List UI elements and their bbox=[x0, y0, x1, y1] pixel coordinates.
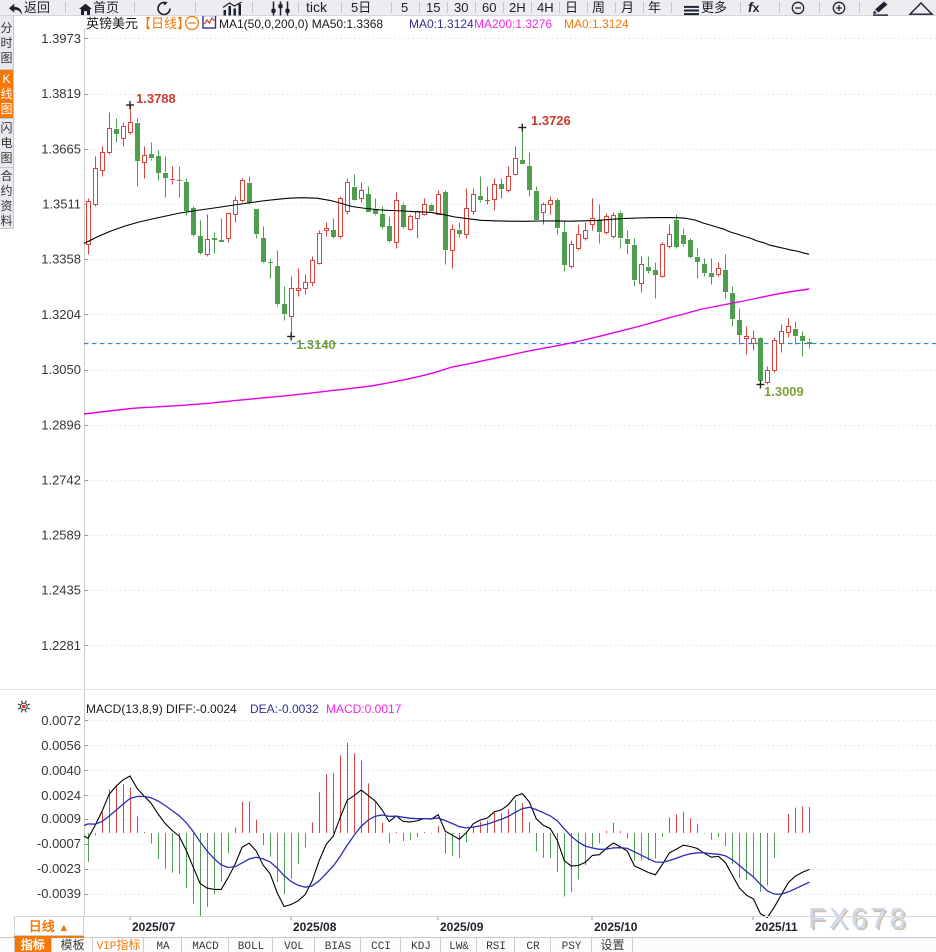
svg-text:0.0056: 0.0056 bbox=[41, 738, 81, 753]
svg-text:0.0024: 0.0024 bbox=[41, 788, 81, 803]
svg-text:1.3788: 1.3788 bbox=[136, 91, 176, 106]
svg-text:MA1(50,0,200,0) MA50:1.3368: MA1(50,0,200,0) MA50:1.3368 bbox=[219, 17, 383, 31]
svg-text:FX678: FX678 bbox=[808, 903, 908, 935]
svg-text:【日线】: 【日线】 bbox=[138, 16, 190, 31]
svg-text:1.3204: 1.3204 bbox=[41, 307, 81, 322]
svg-text:1.3726: 1.3726 bbox=[531, 113, 571, 128]
svg-text:-0.0007: -0.0007 bbox=[37, 836, 81, 851]
svg-text:1.2742: 1.2742 bbox=[41, 473, 81, 488]
svg-text:1.3050: 1.3050 bbox=[41, 362, 81, 377]
svg-text:2025/11: 2025/11 bbox=[755, 920, 798, 934]
svg-text:1.2435: 1.2435 bbox=[41, 583, 81, 598]
svg-text:0.0009: 0.0009 bbox=[41, 811, 81, 826]
svg-text:1.3358: 1.3358 bbox=[41, 252, 81, 267]
svg-text:FX678: FX678 bbox=[810, 905, 910, 937]
svg-text:-0.0023: -0.0023 bbox=[37, 861, 81, 876]
svg-text:1.2896: 1.2896 bbox=[41, 417, 81, 432]
svg-text:0.0072: 0.0072 bbox=[41, 713, 81, 728]
svg-text:1.3140: 1.3140 bbox=[296, 337, 336, 352]
svg-text:英镑美元: 英镑美元 bbox=[86, 16, 138, 31]
svg-text:MACD(13,8,9) DIFF:-0.0024: MACD(13,8,9) DIFF:-0.0024 bbox=[86, 702, 237, 716]
svg-text:2025/08: 2025/08 bbox=[293, 920, 337, 934]
svg-text:MA0:1.3124: MA0:1.3124 bbox=[564, 17, 629, 31]
svg-text:1.3665: 1.3665 bbox=[41, 141, 81, 156]
svg-text:1.2589: 1.2589 bbox=[41, 528, 81, 543]
svg-text:1.3009: 1.3009 bbox=[764, 384, 804, 399]
svg-text:1.2281: 1.2281 bbox=[41, 638, 81, 653]
svg-text:1.3511: 1.3511 bbox=[42, 197, 81, 212]
svg-text:1.3973: 1.3973 bbox=[41, 31, 81, 46]
svg-text:2025/07: 2025/07 bbox=[132, 920, 176, 934]
svg-text:MA200:1.3276: MA200:1.3276 bbox=[474, 17, 552, 31]
svg-text:0.0040: 0.0040 bbox=[41, 763, 81, 778]
svg-text:MACD:0.0017: MACD:0.0017 bbox=[326, 702, 402, 716]
svg-text:DEA:-0.0032: DEA:-0.0032 bbox=[250, 702, 319, 716]
svg-text:2025/10: 2025/10 bbox=[594, 920, 638, 934]
svg-text:2025/09: 2025/09 bbox=[440, 920, 484, 934]
svg-text:MA0:1.3124: MA0:1.3124 bbox=[409, 17, 474, 31]
svg-text:-0.0039: -0.0039 bbox=[37, 886, 81, 901]
svg-text:1.3819: 1.3819 bbox=[41, 86, 81, 101]
